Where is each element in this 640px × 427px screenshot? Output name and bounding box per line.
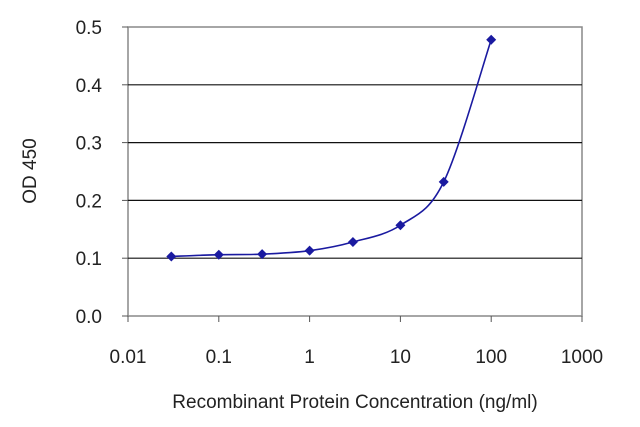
- data-point: [304, 245, 315, 256]
- y-axis-title: OD 450: [20, 138, 41, 203]
- y-tick-label: 0.0: [76, 307, 102, 328]
- data-point: [486, 34, 497, 45]
- x-tick-label: 100: [475, 347, 507, 368]
- y-tick-label: 0.5: [76, 18, 102, 39]
- data-point: [438, 176, 449, 187]
- y-tick-label: 0.2: [76, 191, 102, 212]
- series-line: [171, 39, 492, 258]
- data-point: [395, 220, 406, 231]
- data-point: [166, 251, 177, 262]
- x-tick-label: 0.1: [206, 347, 232, 368]
- data-point: [347, 237, 358, 248]
- y-tick-label: 0.3: [76, 134, 102, 155]
- x-axis-title: Recombinant Protein Concentration (ng/ml…: [172, 392, 537, 413]
- x-tick-label: 1000: [561, 347, 603, 368]
- y-axis-ticks: 0.0 0.1 0.2 0.3 0.4 0.5: [76, 18, 128, 328]
- y-tick-label: 0.1: [76, 249, 102, 270]
- data-point: [213, 249, 224, 260]
- data-point: [257, 249, 268, 260]
- x-tick-label: 0.01: [110, 347, 147, 368]
- x-tick-label: 1: [304, 347, 315, 368]
- plot-area: [127, 26, 583, 317]
- x-tick-label: 10: [390, 347, 411, 368]
- x-axis-ticks: 0.01 0.1 1 10 100 1000: [110, 316, 603, 368]
- gridlines: [128, 84, 582, 259]
- data-points: [166, 34, 497, 262]
- y-tick-label: 0.4: [76, 76, 103, 97]
